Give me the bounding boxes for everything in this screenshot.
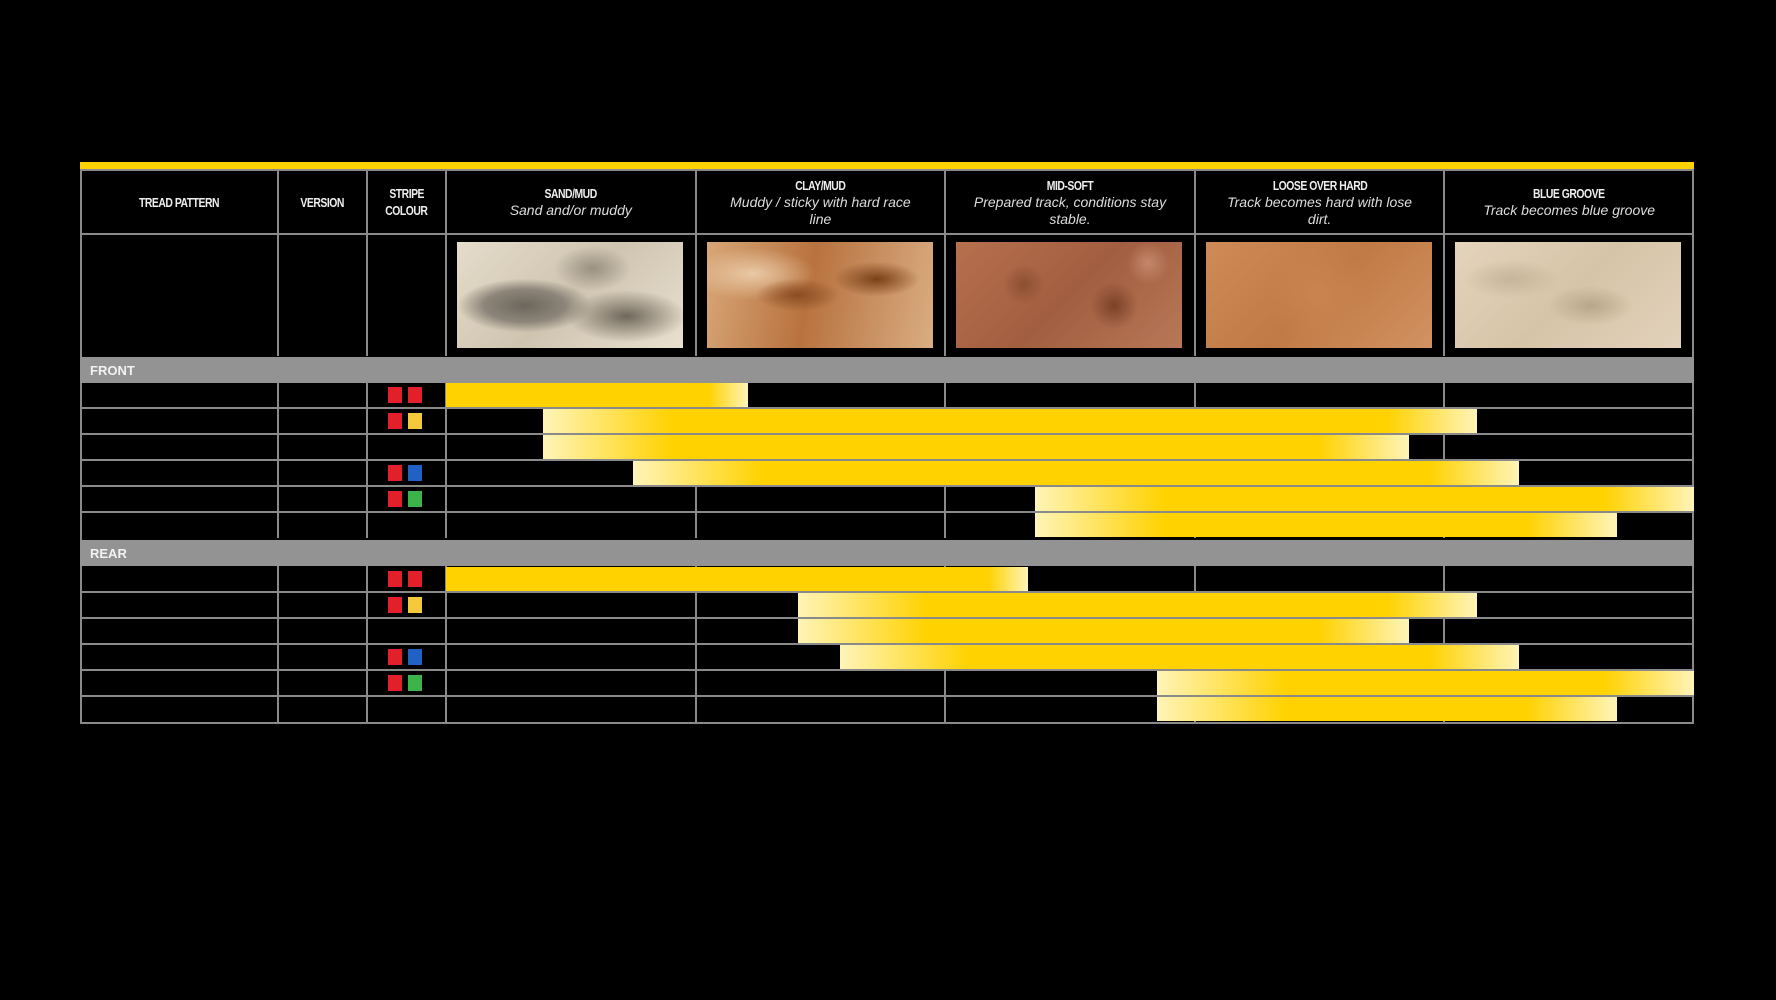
front-suitability-bar-5 xyxy=(1035,487,1694,511)
grid-line xyxy=(80,407,1694,409)
stripe-red-swatch xyxy=(388,465,402,481)
header-condition: SAND/MUD Sand and/or muddy xyxy=(446,170,696,234)
condition-subtitle: Prepared track, conditions stay stable. xyxy=(973,193,1167,227)
rear-suitability-bar-4 xyxy=(840,645,1520,669)
condition-title: BLUE GROOVE xyxy=(1533,186,1605,201)
grid-line xyxy=(80,511,1694,513)
grid-line xyxy=(80,233,1694,235)
header-condition: MID-SOFT Prepared track, conditions stay… xyxy=(945,170,1195,234)
stripe-yellow-swatch xyxy=(408,413,422,429)
rear-suitability-bar-2 xyxy=(797,593,1477,617)
header-tread-pattern: TREAD PATTERN xyxy=(80,170,278,234)
grid-line xyxy=(1443,169,1446,356)
grid-line xyxy=(80,695,1694,697)
section-label: FRONT xyxy=(90,363,135,378)
stripe-red-swatch xyxy=(388,387,402,403)
condition-title: MID-SOFT xyxy=(1046,177,1094,193)
condition-title: SAND/MUD xyxy=(544,186,598,201)
clay-surface-image xyxy=(706,242,933,348)
tread-chart-table xyxy=(80,169,1694,724)
condition-title: CLAY/MUD xyxy=(795,177,846,193)
grid-line xyxy=(80,459,1694,461)
stripe-red-swatch xyxy=(388,675,402,691)
grid-line xyxy=(80,669,1694,671)
stripe-blue-swatch xyxy=(408,649,422,665)
grid-line xyxy=(366,169,368,356)
header-condition: LOOSE OVER HARD Track becomes hard with … xyxy=(1195,170,1445,234)
accent-bar xyxy=(80,162,1694,169)
condition-subtitle: Track becomes blue groove xyxy=(1483,202,1656,218)
sand-surface-image xyxy=(457,242,683,348)
stripe-red-swatch xyxy=(408,571,422,587)
grid-line xyxy=(80,485,1694,487)
loose-surface-image xyxy=(1205,242,1432,348)
condition-subtitle: Muddy / sticky with hard race line xyxy=(730,193,911,227)
stripe-red-swatch xyxy=(388,491,402,507)
header-label: STRIPE xyxy=(389,186,424,201)
stripe-green-swatch xyxy=(408,675,422,691)
front-suitability-bar-6 xyxy=(1035,513,1617,537)
condition-title: LOOSE OVER HARD xyxy=(1272,177,1367,193)
header-stripe-colour: STRIPE COLOUR xyxy=(367,170,446,234)
stripe-red-swatch xyxy=(388,571,402,587)
grid-line xyxy=(694,169,697,356)
stripe-red-swatch xyxy=(388,413,402,429)
front-suitability-bar-3 xyxy=(543,435,1410,459)
grid-line xyxy=(80,617,1694,619)
condition-subtitle: Track becomes hard with lose dirt. xyxy=(1227,193,1413,227)
header-condition: BLUE GROOVE Track becomes blue groove xyxy=(1444,170,1694,234)
stripe-yellow-swatch xyxy=(408,597,422,613)
grid-line xyxy=(944,169,947,356)
stripe-green-swatch xyxy=(408,491,422,507)
header-label: VERSION xyxy=(300,194,345,210)
rear-suitability-bar-1 xyxy=(446,567,1028,591)
front-suitability-bar-2 xyxy=(543,409,1477,433)
header-version: VERSION xyxy=(278,170,367,234)
header-condition: CLAY/MUD Muddy / sticky with hard race l… xyxy=(696,170,946,234)
section-band-front: FRONT xyxy=(80,357,1694,383)
stripe-red-swatch xyxy=(388,649,402,665)
grid-line xyxy=(80,643,1694,645)
grid-line xyxy=(80,591,1694,593)
grid-line xyxy=(277,169,279,356)
condition-subtitle: Sand and/or muddy xyxy=(509,202,632,218)
grid-line xyxy=(445,169,447,356)
stripe-red-swatch xyxy=(388,597,402,613)
rear-suitability-bar-6 xyxy=(1157,697,1617,721)
front-suitability-bar-1 xyxy=(446,383,749,407)
header-label: COLOUR xyxy=(385,203,428,218)
midsoft-surface-image xyxy=(956,242,1183,348)
bluegroove-surface-image xyxy=(1455,242,1682,348)
stripe-red-swatch xyxy=(408,387,422,403)
grid-line xyxy=(80,433,1694,435)
grid-line xyxy=(1193,169,1196,356)
section-label: REAR xyxy=(90,546,127,561)
stripe-blue-swatch xyxy=(408,465,422,481)
front-suitability-bar-4 xyxy=(633,461,1520,485)
rear-suitability-bar-3 xyxy=(797,619,1410,643)
header-label: TREAD PATTERN xyxy=(138,194,220,210)
rear-suitability-bar-5 xyxy=(1157,671,1694,695)
section-band-rear: REAR xyxy=(80,540,1694,566)
